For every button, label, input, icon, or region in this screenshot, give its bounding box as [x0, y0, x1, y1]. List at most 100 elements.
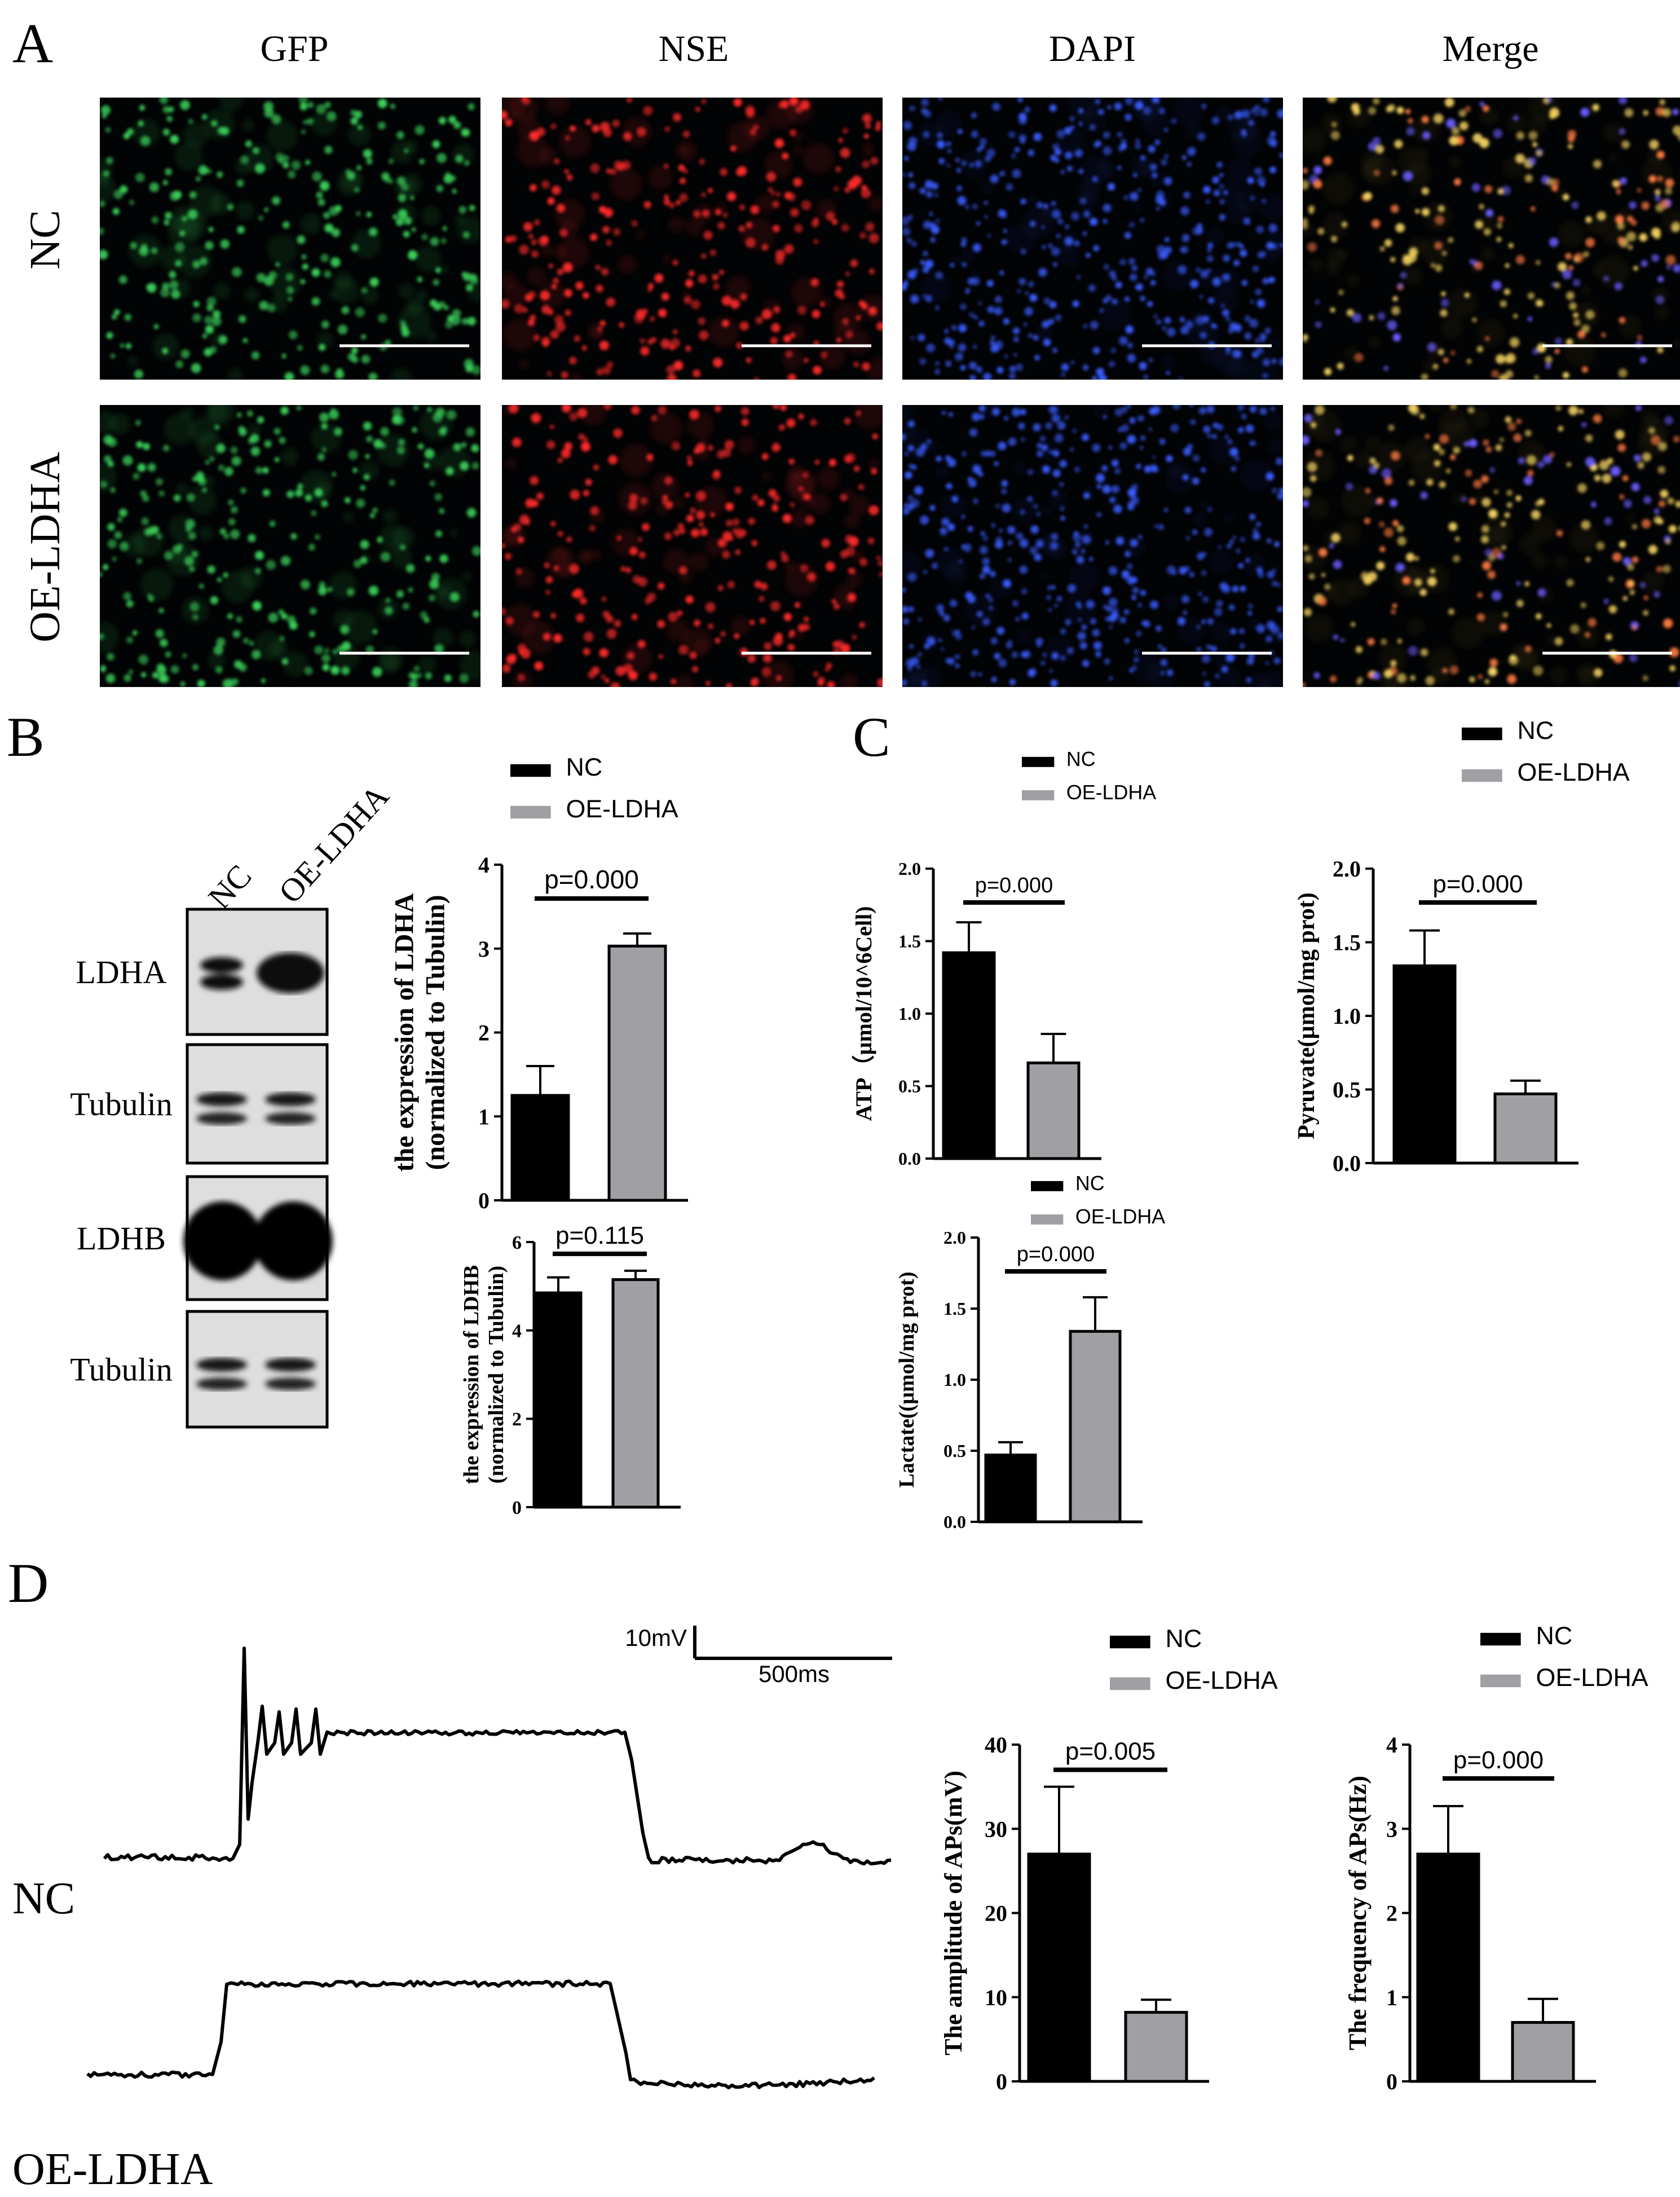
p-value: p=0.000 [975, 874, 1053, 897]
y-tick-label: 0.5 [1333, 1077, 1361, 1103]
panel-a-letter: A [12, 12, 53, 74]
legend-swatch [1480, 1632, 1521, 1646]
scale-bar: 10mV 500ms [625, 1624, 892, 1687]
p-value: p=0.115 [555, 1222, 644, 1249]
chart-pyruvate: 0.0 0.5 1.0 1.5 2.0 p=0.000 Pyruvate(µmol/mg p… [1294, 716, 1630, 1176]
bar-oe-ldha [1511, 2021, 1575, 2083]
legend-label: NC [1066, 748, 1096, 771]
y-axis-label: ATP（µmol/10^6Cell) [851, 906, 876, 1121]
western-blot: LDHA Tubulin LDHB Tubulin [70, 908, 333, 1429]
legend-swatch [1031, 1181, 1064, 1191]
legend-label: OE-LDHA [1166, 1666, 1278, 1694]
blot-strip-3: LDHB [77, 1175, 333, 1301]
y-tick-label: 1.5 [898, 931, 921, 952]
y-tick-label: 6 [512, 1232, 522, 1253]
bar-oe-ldha [1493, 1092, 1558, 1165]
y-tick-label: 2.0 [943, 1227, 966, 1248]
microscopy-grid [100, 98, 1680, 687]
column-label-nse: NSE [659, 28, 729, 69]
panel-c-letter: C [853, 706, 890, 768]
blot-label: LDHB [77, 1220, 166, 1257]
legend: NC OE-LDHA [1110, 1624, 1278, 1694]
y-tick-label: 10 [985, 1985, 1007, 2010]
panel-b-letter: B [7, 706, 45, 768]
trace-label-nc: NC [12, 1874, 75, 1923]
blot-lane-oe-ldha: OE-LDHA [271, 778, 396, 910]
trace-oe-ldha [86, 1979, 875, 2090]
legend-swatch [1031, 1214, 1064, 1225]
y-tick-label: 40 [985, 1732, 1007, 1758]
y-tick-label: 2.0 [898, 858, 921, 879]
micrograph-nse-oe-ldha [502, 405, 883, 687]
y-tick-label: 0 [478, 1188, 490, 1213]
legend-swatch [510, 764, 551, 777]
blot-strip-4: Tubulin [70, 1310, 329, 1429]
legend-swatch [1022, 756, 1055, 767]
y-tick-label: 2 [512, 1409, 522, 1430]
bar-oe-ldha [611, 1278, 660, 1509]
y-tick-label: 1.0 [943, 1370, 966, 1390]
legend-swatch [1462, 769, 1502, 782]
y-tick-label: 3 [478, 936, 490, 962]
y-tick-label: 2 [478, 1020, 490, 1046]
legend-label: NC [1075, 1172, 1105, 1195]
y-tick-label: 0.5 [898, 1076, 921, 1097]
legend-label: OE-LDHA [1536, 1663, 1648, 1692]
y-axis-label: (normalized to Tubulin) [421, 895, 451, 1170]
y-axis-label: Lactate((µmol/mg prot) [895, 1271, 919, 1487]
micrograph-gfp-oe-ldha [100, 405, 480, 687]
chart-amplitude: 0 10 20 30 40 p=0.005 The amplitude of APs(mV)… [940, 1624, 1278, 2094]
y-tick-label: 3 [1386, 1816, 1397, 1842]
blot-lane-nc: NC [201, 857, 258, 915]
y-tick-label: 0 [1386, 2069, 1397, 2094]
bar-nc [1027, 1852, 1091, 2083]
micrograph-nse-nc [502, 98, 883, 380]
legend-swatch [510, 805, 551, 819]
y-tick-label: 1 [478, 1104, 490, 1129]
micrograph-merge-oe-ldha [1303, 405, 1680, 687]
legend-label: NC [1536, 1622, 1573, 1650]
p-value: p=0.000 [544, 865, 639, 894]
micrograph-dapi-nc [902, 98, 1283, 380]
panel-d-letter: D [8, 1552, 48, 1614]
y-axis-label: (normalized to Tubulin) [484, 1266, 508, 1483]
legend-label: OE-LDHA [1518, 758, 1630, 786]
row-label-nc: NC [21, 210, 69, 270]
p-value: p=0.000 [1432, 870, 1523, 898]
y-tick-label: 0.5 [943, 1441, 966, 1461]
legend-label: OE-LDHA [1075, 1205, 1165, 1228]
y-tick-label: 0.0 [943, 1512, 966, 1532]
micrograph-gfp-nc [100, 98, 480, 380]
y-tick-label: 0.0 [1333, 1151, 1361, 1176]
legend-label: OE-LDHA [566, 795, 678, 823]
y-tick-label: 20 [985, 1901, 1007, 1926]
legend: NC OE-LDHA [1462, 716, 1630, 786]
y-tick-label: 1 [1386, 1985, 1397, 2010]
legend-label: OE-LDHA [1066, 781, 1156, 804]
y-tick-label: 1.0 [1333, 1003, 1361, 1029]
bar-nc [942, 951, 996, 1160]
column-label-dapi: DAPI [1049, 28, 1136, 69]
legend: NC OE-LDHA [1480, 1622, 1648, 1692]
legend-swatch [1110, 1635, 1150, 1649]
legend-swatch [1480, 1674, 1521, 1688]
blot-strip-1: LDHA [76, 908, 329, 1036]
column-label-gfp: GFP [260, 28, 328, 69]
y-tick-label: 4 [1386, 1732, 1397, 1758]
p-value: p=0.000 [1017, 1243, 1095, 1266]
scale-voltage-label: 10mV [625, 1624, 687, 1651]
legend-swatch [1462, 727, 1502, 741]
trace-nc [103, 1646, 892, 1866]
blot-label: Tubulin [70, 1086, 173, 1122]
p-value: p=0.000 [1453, 1746, 1544, 1774]
bar-oe-ldha [1069, 1329, 1122, 1524]
chart-frequency: 0 1 2 3 4 p=0.000 The frequency of APs(Hz) NC OE… [1344, 1622, 1648, 2094]
y-tick-label: 0 [996, 2069, 1007, 2094]
y-tick-label: 1.5 [943, 1298, 966, 1319]
column-label-merge: Merge [1442, 28, 1538, 69]
y-axis-label: the expression of LDHA [389, 893, 419, 1172]
y-tick-label: 0 [512, 1498, 522, 1518]
p-value: p=0.005 [1065, 1738, 1156, 1765]
